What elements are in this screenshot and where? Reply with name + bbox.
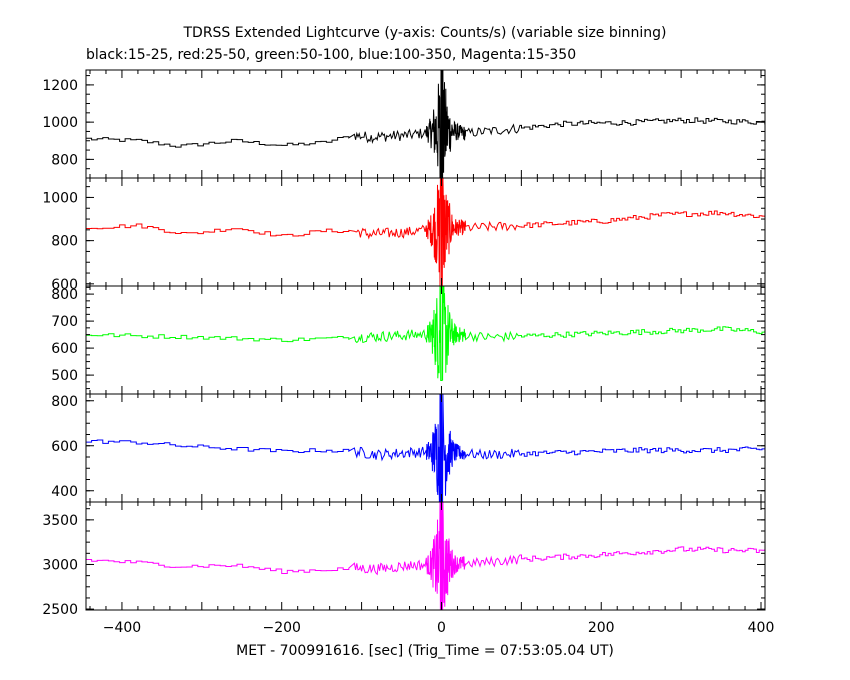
panel-frame-1 — [85, 69, 766, 179]
series-line-2 — [86, 178, 765, 286]
panel-3: 500 600 700 800 — [51, 285, 766, 395]
series-line-5 — [86, 502, 765, 610]
x-tick-labels: −400 −200 0 200 400 — [103, 620, 775, 636]
panel-frame-3 — [85, 285, 766, 395]
series-line-1 — [86, 70, 765, 178]
x-tick-label: 400 — [748, 620, 775, 636]
y-tick-label: 800 — [51, 287, 78, 303]
y-tick-label: 3000 — [42, 557, 78, 573]
series-line-3 — [86, 286, 765, 381]
y-tick-label: 800 — [51, 234, 78, 250]
y-tick-label: 800 — [51, 152, 78, 168]
y-tick-label: 600 — [51, 277, 78, 293]
chart-subtitle: black:15-25, red:25-50, green:50-100, bl… — [86, 47, 576, 63]
y-tick-label: 1000 — [42, 115, 78, 131]
x-tick-label: 0 — [437, 620, 446, 636]
panel-1: 800 1000 1200 — [42, 69, 766, 179]
y-tick-label: 3500 — [42, 513, 78, 529]
y-tick-label: 2500 — [42, 602, 78, 618]
x-tick-label: −400 — [103, 620, 141, 636]
panel-4: 400 600 800 — [51, 393, 766, 503]
panels-group: 8001000120060080010005006007008004006008… — [42, 69, 766, 618]
panel-frame-5 — [85, 501, 766, 611]
panel-2: 600 800 1000 — [42, 177, 766, 293]
y-tick-label: 800 — [51, 394, 78, 410]
x-tick-label: −200 — [262, 620, 300, 636]
y-tick-label: 400 — [51, 484, 78, 500]
x-tick-label: 200 — [588, 620, 615, 636]
y-tick-label: 1000 — [42, 190, 78, 206]
panel-frame-2 — [85, 177, 766, 287]
y-tick-label: 700 — [51, 314, 78, 330]
panel-frame-4 — [85, 393, 766, 503]
series-line-4 — [86, 394, 765, 502]
y-tick-label: 500 — [51, 368, 78, 384]
y-tick-label: 600 — [51, 341, 78, 357]
y-tick-label: 1200 — [42, 78, 78, 94]
chart-title: TDRSS Extended Lightcurve (y-axis: Count… — [182, 25, 666, 41]
x-axis-label: MET - 700991616. [sec] (Trig_Time = 07:5… — [236, 643, 614, 659]
y-tick-label: 600 — [51, 439, 78, 455]
panel-5: 2500 3000 3500 — [42, 501, 766, 618]
